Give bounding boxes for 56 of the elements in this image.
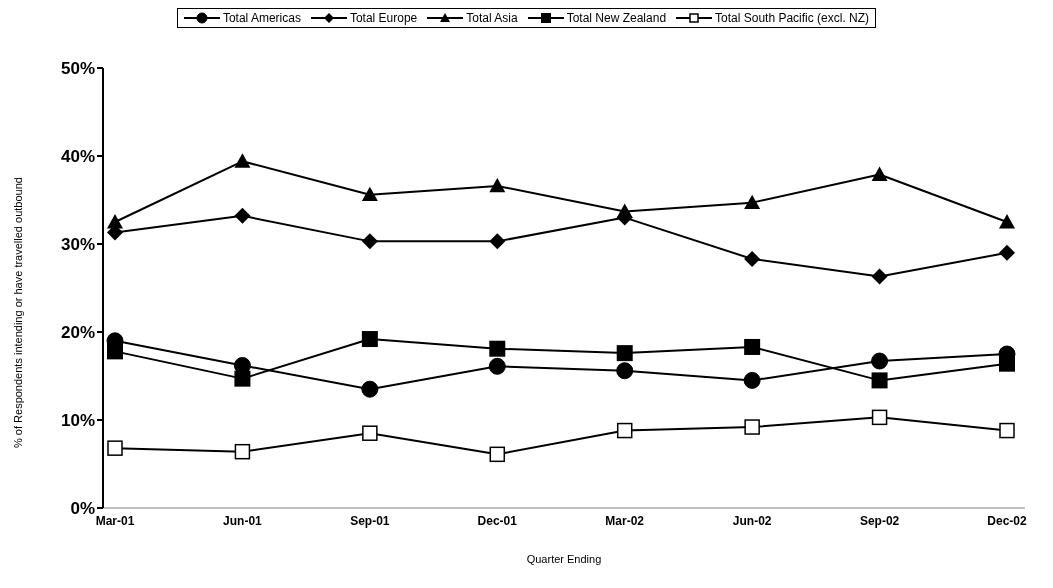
- x-tick-label: Mar-01: [95, 513, 135, 528]
- point: [361, 331, 378, 348]
- point: [489, 177, 506, 193]
- point: [616, 362, 634, 380]
- point: [234, 443, 251, 460]
- point: [871, 409, 888, 426]
- point: [361, 380, 379, 398]
- point: [489, 233, 506, 250]
- point: [234, 153, 251, 168]
- point: [234, 370, 251, 387]
- point: [871, 352, 889, 370]
- point: [361, 233, 378, 250]
- y-axis-title: % of Respondents intending or have travelled outbound: [11, 177, 24, 448]
- point: [999, 355, 1015, 372]
- legend-label: Total New Zealand: [566, 11, 667, 25]
- legend-label: Total Europe: [349, 11, 418, 25]
- point: [999, 244, 1015, 261]
- y-tick-label: 30%: [60, 235, 95, 255]
- point: [362, 425, 378, 441]
- point: [999, 422, 1015, 439]
- point: [107, 214, 123, 229]
- x-tick-label: Mar-02: [605, 513, 645, 528]
- point: [107, 343, 123, 360]
- point: [744, 250, 761, 267]
- y-tick-label: 0%: [70, 499, 95, 519]
- point: [616, 422, 633, 439]
- point: [489, 340, 506, 357]
- point: [871, 372, 888, 389]
- x-axis-title: Quarter Ending: [526, 553, 602, 565]
- legend-label: Total Americas: [222, 11, 301, 25]
- y-tick-label: 50%: [60, 59, 95, 79]
- point: [107, 440, 123, 456]
- point: [744, 338, 761, 355]
- point: [999, 214, 1015, 229]
- x-tick-label: Sep-02: [859, 513, 900, 528]
- point: [743, 371, 761, 389]
- point: [871, 268, 888, 285]
- y-tick-label: 10%: [60, 411, 95, 431]
- point: [361, 186, 378, 202]
- legend-label: Total South Pacific (excl. NZ): [715, 11, 870, 25]
- point: [489, 446, 506, 463]
- legend-label: Total Asia: [466, 11, 518, 25]
- point: [744, 194, 761, 210]
- point: [616, 203, 633, 218]
- x-tick-label: Dec-01: [477, 513, 518, 528]
- point: [616, 345, 633, 362]
- y-tick-label: 40%: [60, 147, 95, 167]
- x-tick-label: Sep-01: [350, 513, 390, 528]
- point: [488, 357, 506, 375]
- point: [234, 207, 251, 224]
- y-tick-label: 20%: [60, 323, 95, 343]
- point: [871, 166, 888, 181]
- x-tick-label: Jun-01: [223, 513, 263, 528]
- x-tick-label: Dec-02: [987, 513, 1027, 528]
- point: [744, 419, 760, 435]
- x-tick-label: Jun-02: [732, 513, 772, 528]
